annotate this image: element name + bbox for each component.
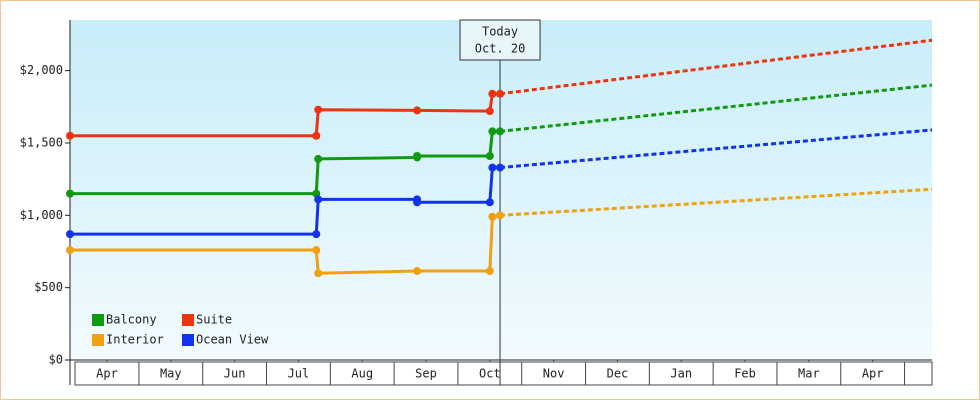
x-tick-label: Dec	[607, 367, 629, 381]
point	[312, 230, 321, 239]
projection-line	[499, 187, 933, 217]
point	[312, 131, 321, 140]
annotation-text: Today	[482, 25, 518, 39]
y-tick-label: $1,000	[20, 208, 63, 222]
x-tick-label: Mar	[798, 367, 820, 381]
point	[488, 212, 497, 221]
point	[485, 267, 494, 276]
legend-swatch	[182, 334, 194, 346]
projection-line	[499, 128, 933, 170]
annotation-box	[459, 19, 541, 61]
y-tick-label: $500	[34, 280, 63, 294]
point	[488, 89, 497, 98]
legend-swatch	[182, 314, 194, 326]
x-tick-label: Sep	[415, 367, 437, 381]
point	[488, 163, 497, 172]
x-tick-label: Apr	[96, 367, 118, 381]
legend-label: Suite	[196, 313, 232, 327]
legend-swatch	[92, 334, 104, 346]
x-tick-label: Apr	[862, 367, 884, 381]
y-tick-label: $2,000	[20, 63, 63, 77]
point	[413, 106, 422, 115]
x-tick-label: Oct	[479, 367, 501, 381]
point	[66, 189, 74, 198]
plot-area	[70, 20, 932, 360]
point	[488, 127, 497, 136]
y-tick-label: $0	[49, 353, 63, 367]
point	[314, 154, 323, 163]
point	[413, 267, 422, 276]
legend-swatch	[92, 314, 104, 326]
point	[413, 152, 422, 160]
point	[314, 105, 323, 114]
x-tick-label: Jun	[224, 367, 246, 381]
projection-line	[499, 38, 933, 96]
legend-label: Interior	[106, 333, 164, 347]
x-tick-label: Nov	[543, 367, 565, 381]
x-tick-label: Aug	[351, 367, 373, 381]
y-tick-label: $1,500	[20, 135, 63, 149]
point	[312, 246, 321, 255]
projection-line	[499, 83, 933, 133]
legend-label: Balcony	[106, 313, 157, 327]
point	[314, 269, 323, 278]
x-tick-label: Feb	[734, 367, 756, 381]
point	[485, 107, 494, 116]
x-tick-label: Jan	[670, 367, 692, 381]
point	[66, 230, 74, 239]
x-axis-band	[74, 361, 933, 386]
annotation-text: Oct. 20	[475, 42, 526, 56]
point	[66, 131, 74, 140]
point	[66, 246, 74, 255]
point	[485, 198, 494, 207]
point	[485, 152, 494, 160]
point	[413, 198, 422, 207]
x-tick-label: Jul	[288, 367, 310, 381]
x-tick-label: May	[160, 367, 182, 381]
point	[314, 195, 323, 204]
legend-label: Ocean View	[196, 333, 269, 347]
